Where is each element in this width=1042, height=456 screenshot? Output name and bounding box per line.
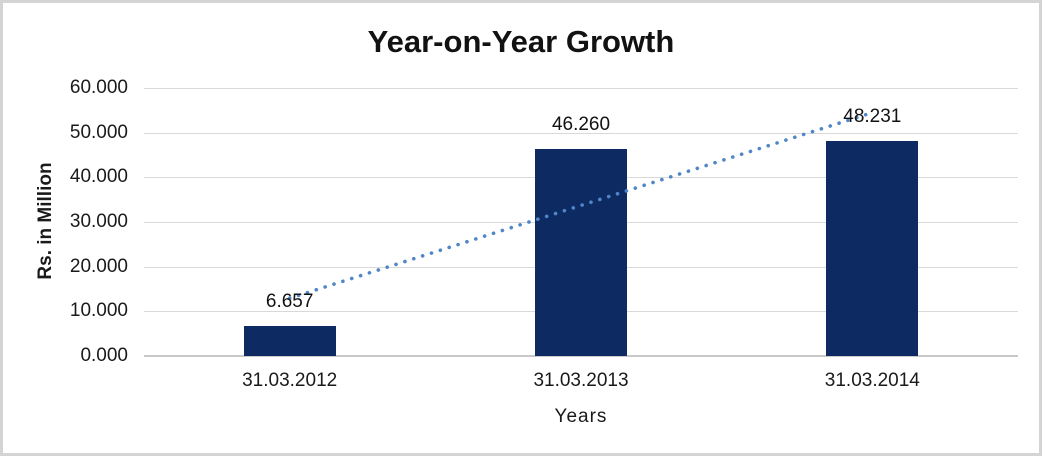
x-tick-label: 31.03.2012 — [242, 370, 338, 391]
y-tick-label: 20.000 — [69, 255, 128, 277]
y-tick-label: 10.000 — [69, 300, 128, 322]
y-tick-label: 30.000 — [69, 211, 128, 232]
y-tick-label: 40.000 — [69, 166, 128, 188]
y-tick-label: 60.000 — [69, 77, 128, 98]
bar-value-label: 48.231 — [843, 105, 902, 127]
bar-value-label: 6.657 — [265, 291, 314, 313]
x-tick-label: 31.03.2013 — [533, 370, 629, 391]
bar — [826, 140, 919, 356]
x-axis-line — [144, 355, 1018, 357]
bar — [243, 326, 336, 356]
y-tick-label: 50.000 — [69, 121, 128, 143]
x-axis-title: Years — [554, 406, 608, 427]
chart-title: Year-on-Year Growth — [367, 24, 675, 59]
bar-value-label: 46.260 — [551, 114, 611, 136]
bar — [535, 149, 627, 356]
gridline — [144, 88, 1018, 89]
y-tick-label: 0.000 — [80, 345, 128, 366]
x-tick-label: 31.03.2014 — [824, 370, 920, 391]
